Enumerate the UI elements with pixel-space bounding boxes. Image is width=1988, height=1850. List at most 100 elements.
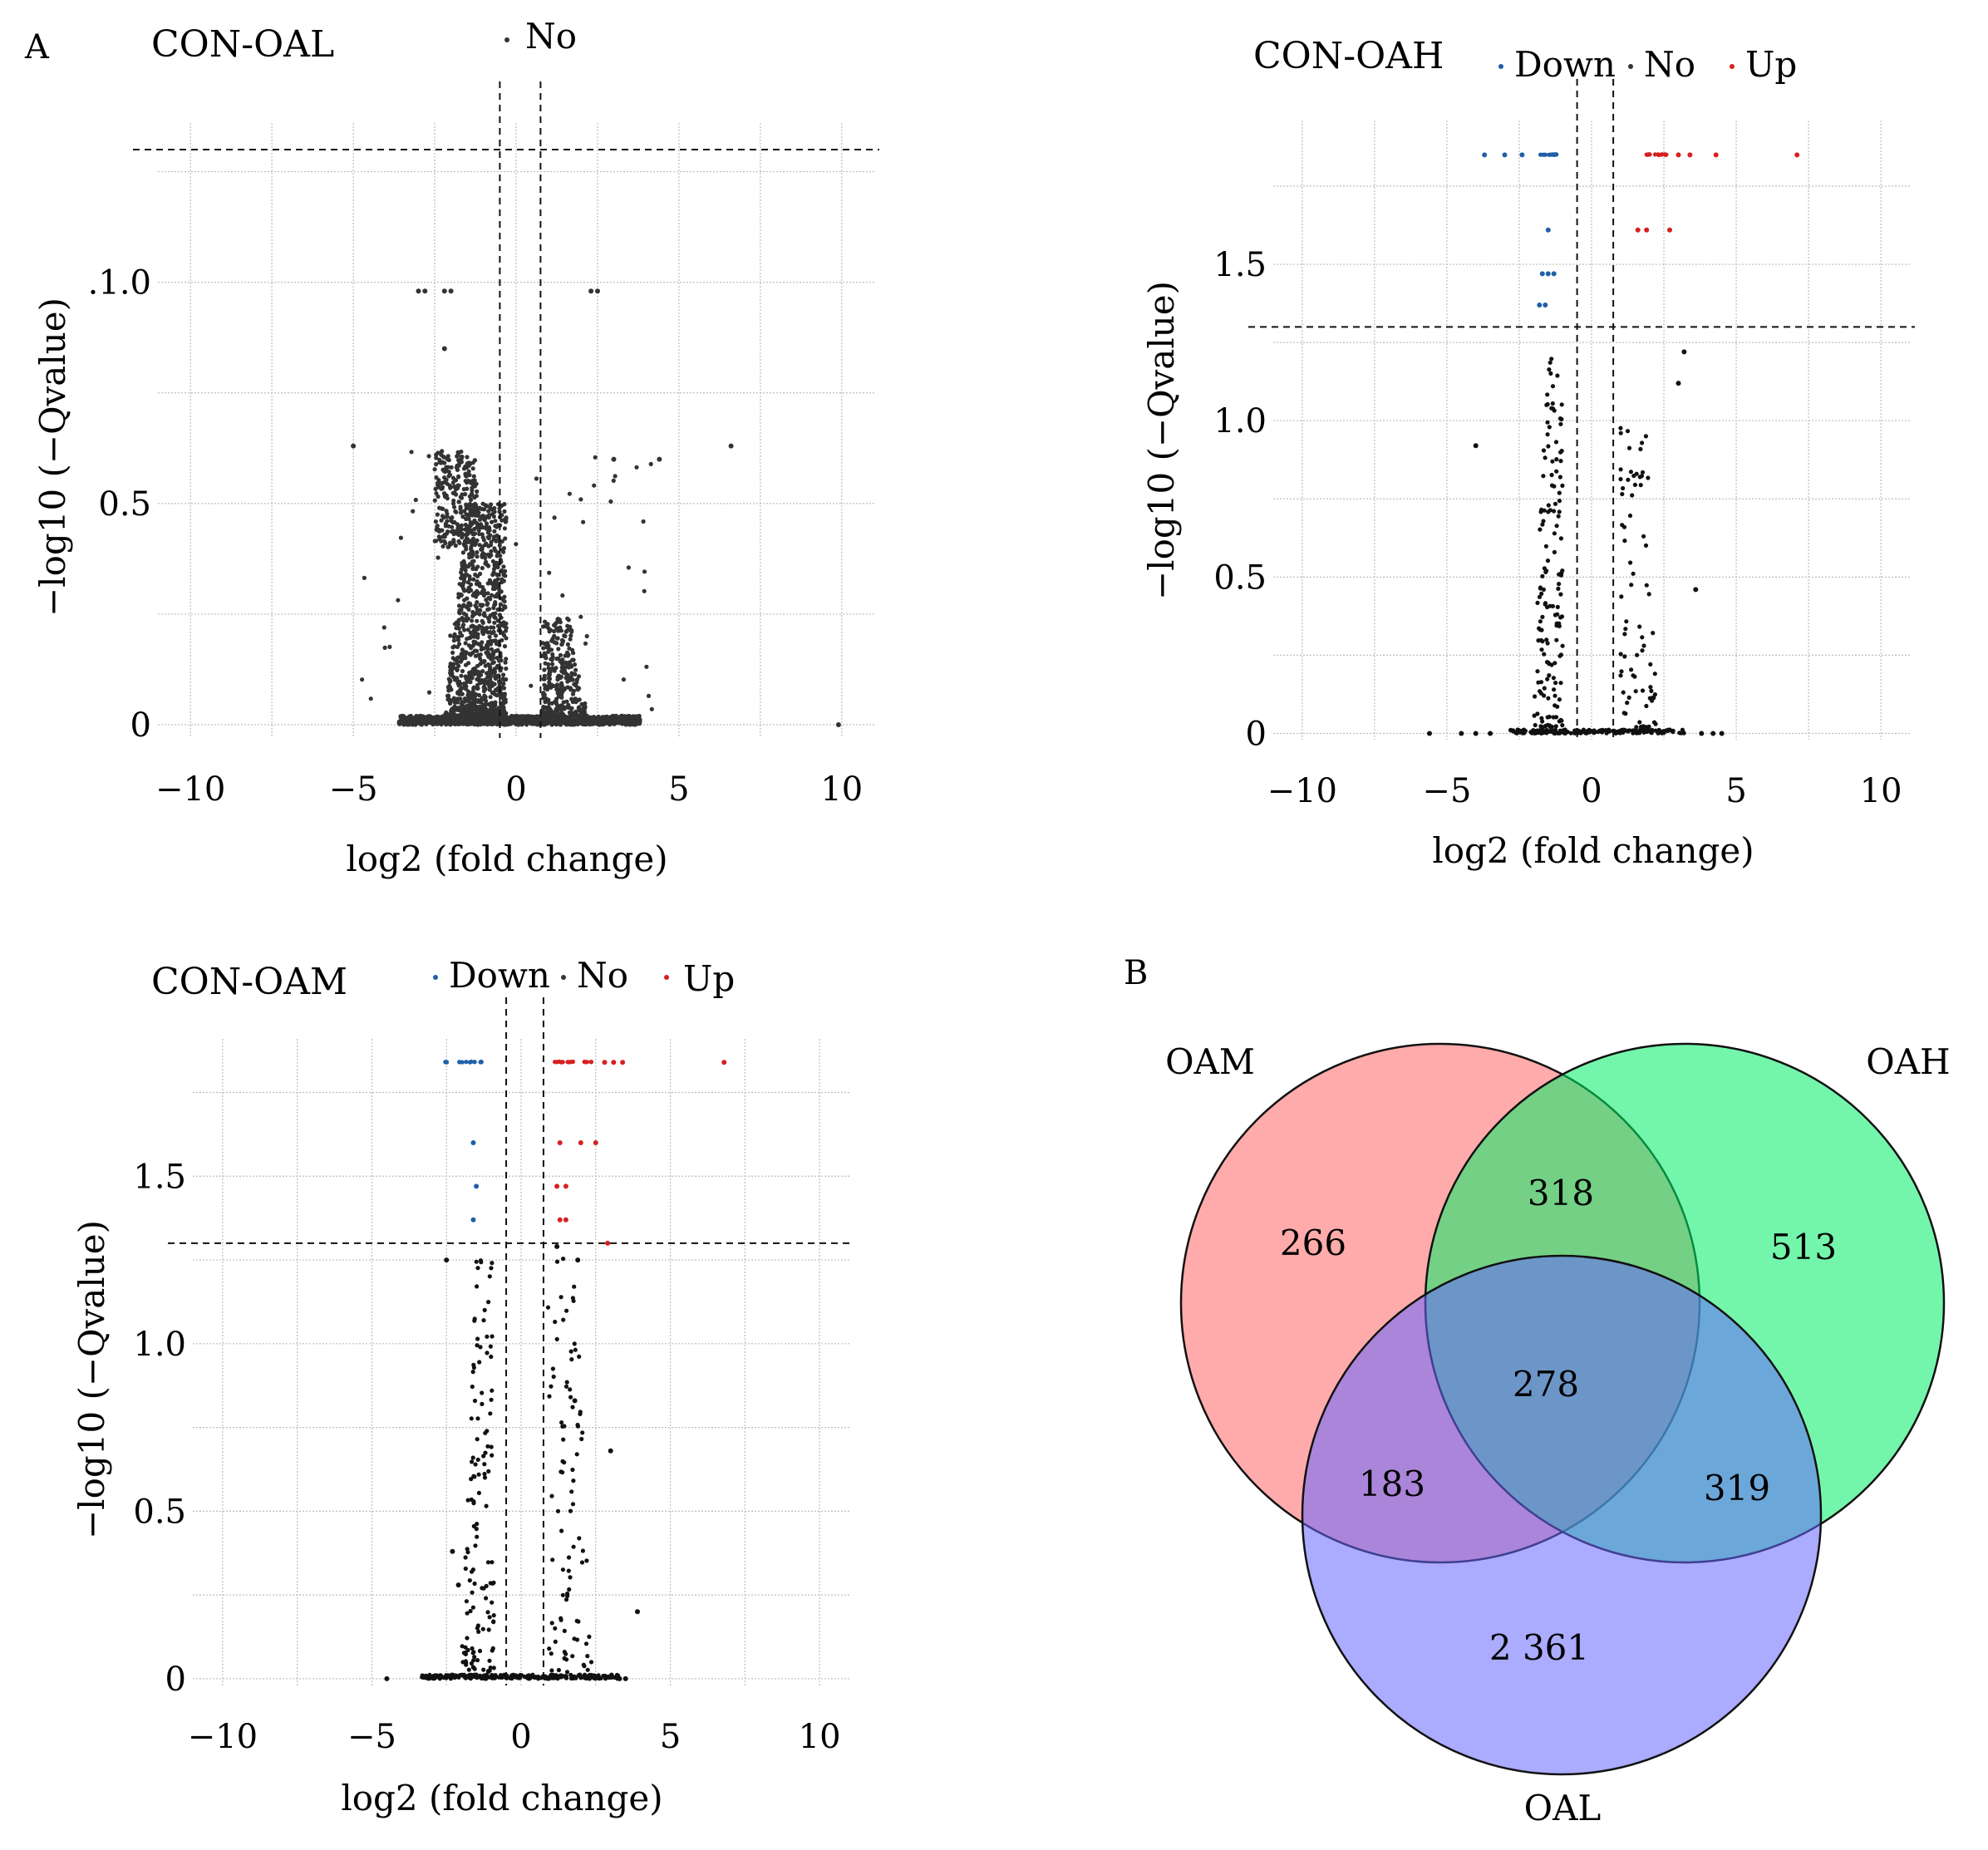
data-point-no [549,1621,554,1626]
y-tick-label: .1.0 [88,264,151,303]
data-point-no [490,558,496,564]
data-point-no [611,456,617,462]
data-point-no [1558,573,1564,578]
data-point-no [488,677,493,682]
data-point-no [572,1284,577,1289]
data-point-no [465,627,470,632]
data-point-no [556,647,561,652]
data-point-no [539,1675,544,1680]
data-point-no [1641,534,1646,539]
data-point-no [544,645,549,650]
data-point-no [587,1634,592,1639]
data-point-no [1545,558,1551,563]
data-point-no [1558,421,1563,426]
data-point-no [485,1334,490,1339]
data-point-up [1676,152,1681,158]
data-point-no [450,480,456,485]
data-point-no [455,676,460,681]
data-point-no [568,1675,574,1681]
data-point-no [1535,600,1540,606]
data-point-no [485,1610,490,1615]
data-point-no [1552,531,1557,536]
data-point-no [564,1380,569,1385]
data-point-no [596,1673,601,1678]
data-point-no [562,686,568,691]
legend-label-no: No [525,16,577,57]
data-point-no [457,540,462,545]
data-point-no [568,1387,573,1392]
data-point-no [475,1284,480,1289]
data-point-no [585,1654,590,1659]
data-point-no [546,662,551,667]
x-tick-label: −10 [155,770,225,809]
data-point-no [1553,661,1557,666]
data-point-no [584,1558,589,1563]
data-point-no [465,596,470,601]
data-point-no [475,627,480,632]
data-point-no [1629,583,1634,588]
data-point-no [1427,731,1432,736]
data-point-no [1618,476,1623,482]
data-point-no [559,1420,564,1425]
data-point-no [408,720,414,725]
data-point-no [492,691,497,696]
data-point-no [466,1667,471,1672]
data-point-no [543,710,548,716]
data-point-no [1693,587,1699,593]
data-point-no [480,514,486,519]
data-point-no [1541,448,1547,453]
data-point-no [485,1444,490,1449]
data-point-no [1553,613,1557,617]
data-point-no [463,710,468,715]
data-point-no [491,1620,496,1625]
data-point-no [548,1675,553,1680]
data-point-no [1560,723,1565,728]
legend-label-no: No [1644,44,1695,85]
data-point-no [465,524,470,529]
data-point-up [1660,152,1665,157]
data-point-no [560,1424,565,1429]
data-point-down [472,1060,477,1065]
venn-set-label-oal: OAL [1524,1788,1602,1828]
data-point-no [469,634,475,639]
data-point-no [1545,641,1550,646]
data-point-up [593,1140,598,1145]
data-point-no [497,543,502,548]
data-point-no [1646,592,1651,597]
data-point-no [502,526,508,531]
data-point-down [1547,152,1552,157]
data-point-no [570,691,576,696]
data-point-no [1680,727,1685,732]
y-tick-label: 0.5 [133,1493,186,1531]
x-tick-label: 5 [668,770,689,809]
data-point-no [608,1675,613,1680]
data-point-no [491,537,496,542]
data-point-no [469,624,474,629]
data-point-no [439,506,444,511]
data-point-no [381,625,386,630]
data-point-no [555,636,560,641]
data-point-no [559,1616,563,1621]
data-point-no [571,672,576,677]
data-point-no [1625,429,1631,434]
data-point-no [455,467,460,473]
data-point-no [467,562,472,567]
data-point-no [580,1430,585,1435]
data-point-no [1558,459,1563,464]
data-point-no [459,495,465,500]
data-point-no [475,635,480,640]
data-point-no [1648,662,1653,667]
data-point-no [466,469,471,474]
data-point-up [565,1060,570,1065]
data-point-no [1542,686,1547,691]
data-point-no [559,1528,564,1533]
data-point-down [1541,152,1546,157]
data-point-no [478,1345,483,1350]
data-point-no [568,1508,573,1513]
data-point-no [485,1560,491,1565]
data-point-no [1546,509,1551,514]
data-point-no [550,1366,556,1371]
data-point-no [471,1474,476,1479]
data-point-no [1547,425,1552,430]
data-point-no [1538,724,1543,729]
